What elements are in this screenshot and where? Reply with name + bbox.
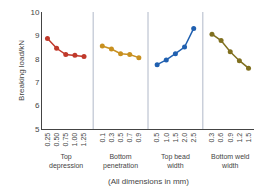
svg-text:0.7: 0.7 [126, 133, 133, 143]
svg-text:0.9: 0.9 [227, 133, 234, 143]
svg-text:Breaking load/kN: Breaking load/kN [17, 40, 26, 101]
svg-text:2.0: 2.0 [181, 133, 188, 143]
svg-text:0.25: 0.25 [44, 133, 51, 147]
svg-text:Bottom weldwidth: Bottom weldwidth [211, 153, 250, 169]
svg-text:2.5: 2.5 [190, 133, 197, 143]
svg-text:Bottompenetration: Bottompenetration [103, 153, 138, 170]
svg-text:1.5: 1.5 [172, 133, 179, 143]
svg-text:Top beadwidth: Top beadwidth [161, 153, 190, 169]
svg-text:5: 5 [35, 125, 40, 134]
svg-text:0.9: 0.9 [135, 133, 142, 143]
svg-text:0.50: 0.50 [53, 133, 60, 147]
svg-text:9: 9 [35, 31, 40, 40]
svg-text:10: 10 [30, 8, 39, 17]
svg-text:1.0: 1.0 [163, 133, 170, 143]
svg-text:0.3: 0.3 [108, 133, 115, 143]
svg-text:6: 6 [35, 101, 40, 110]
svg-text:1.2: 1.2 [236, 133, 243, 143]
svg-text:0.6: 0.6 [217, 133, 224, 143]
svg-text:0.1: 0.1 [99, 133, 106, 143]
svg-text:1.5: 1.5 [245, 133, 252, 143]
svg-text:(All dimensions in mm): (All dimensions in mm) [108, 177, 189, 186]
svg-text:1.00: 1.00 [71, 133, 78, 147]
svg-text:Topdepression: Topdepression [49, 153, 83, 170]
svg-text:1.25: 1.25 [80, 133, 87, 147]
svg-text:0.3: 0.3 [208, 133, 215, 143]
svg-text:7: 7 [35, 78, 40, 87]
svg-text:0.5: 0.5 [153, 133, 160, 143]
svg-text:8: 8 [35, 55, 40, 64]
svg-text:0.75: 0.75 [62, 133, 69, 147]
svg-text:0.5: 0.5 [117, 133, 124, 143]
